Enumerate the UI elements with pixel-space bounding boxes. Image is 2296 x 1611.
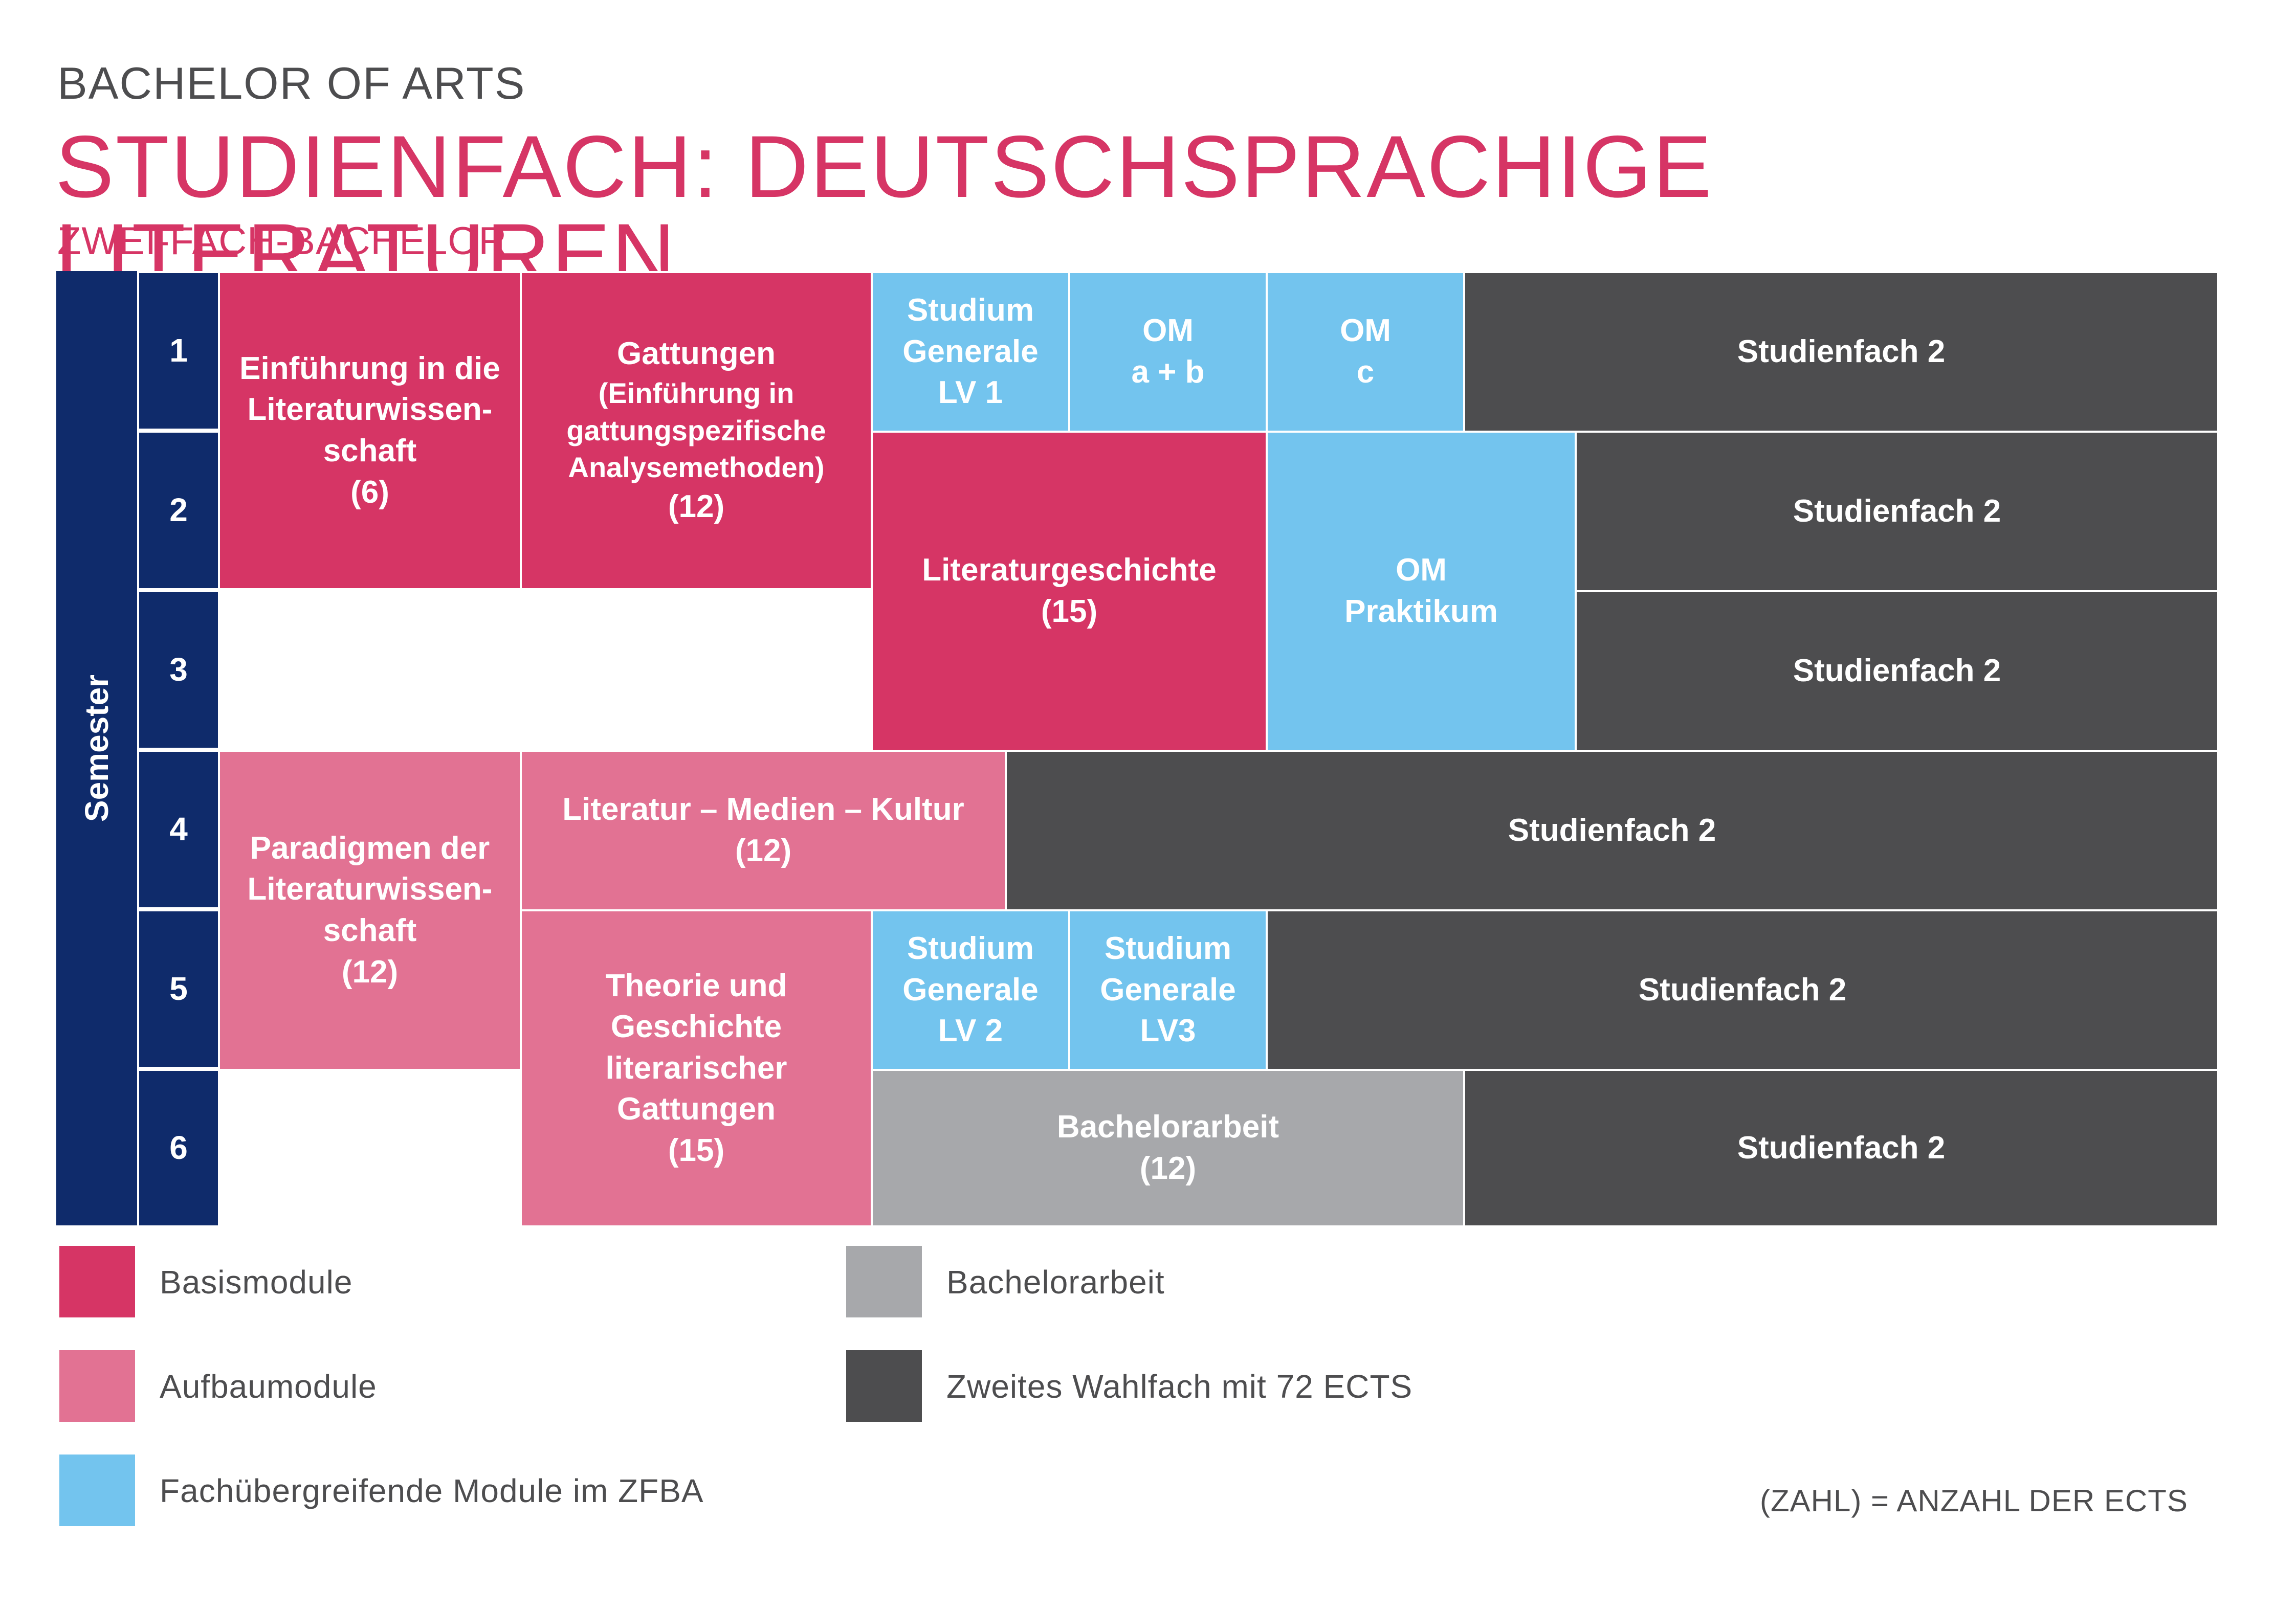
module-line: gattungspezifische [566, 414, 826, 446]
module-line: Studienfach 2 [1737, 333, 1946, 369]
legend-swatch-fach [59, 1455, 135, 1526]
module-line: literarischer [605, 1050, 787, 1086]
supertitle: BACHELOR OF ARTS [57, 58, 526, 108]
module-line: Literaturwissen- [247, 392, 493, 428]
module-line: OM [1340, 313, 1391, 349]
module-studienfach2-sem4: Studienfach 2 [1005, 750, 2219, 911]
module-line: Analysemethoden) [568, 451, 825, 484]
page-subtitle: ZWEI-FACH-BACHELOR [57, 219, 507, 263]
module-line: Studium [1105, 931, 1231, 967]
module-studienfach2-sem3: Studienfach 2 [1575, 590, 2219, 752]
module-line: LV3 [1140, 1013, 1196, 1049]
module-line: Literatur – Medien – Kultur [562, 792, 964, 827]
module-ects: (12) [735, 833, 792, 868]
module-line: Einführung in die [239, 350, 500, 386]
module-line: Literaturwissen- [247, 871, 493, 907]
legend-swatch-zweitfach [846, 1350, 922, 1422]
semester-2: 2 [137, 431, 220, 590]
module-line: schaft [323, 913, 417, 948]
module-line: Geschichte [610, 1009, 782, 1045]
module-line: Literaturgeschichte [922, 552, 1217, 588]
module-ects: (12) [668, 489, 725, 525]
module-studium-generale-lv1: Studium Generale LV 1 [871, 271, 1070, 433]
page-title: STUDIENFACH: DEUTSCHSPRACHIGE LITERATURE… [55, 118, 1713, 304]
module-line: Gattungen [617, 336, 776, 372]
module-studienfach2-sem1: Studienfach 2 [1463, 271, 2219, 433]
module-line: Generale [1100, 972, 1236, 1008]
module-line: schaft [323, 433, 417, 468]
module-literatur-medien-kultur: Literatur – Medien – Kultur (12) [520, 750, 1007, 911]
semester-1: 1 [137, 271, 220, 431]
module-line: Studium [907, 293, 1034, 328]
semester-3: 3 [137, 590, 220, 750]
semester-4: 4 [137, 750, 220, 909]
module-line: Theorie und [605, 968, 787, 1003]
semester-number: 4 [169, 811, 188, 848]
module-line: Studium [907, 931, 1034, 967]
semester-axis: Semester [56, 271, 137, 1225]
module-line: Studienfach 2 [1508, 812, 1716, 848]
module-line: LV 2 [938, 1013, 1003, 1049]
module-line: a + b [1131, 354, 1205, 390]
legend-swatch-bachelorarbeit [846, 1246, 922, 1317]
module-line: OM [1396, 552, 1447, 588]
module-ects: (12) [341, 954, 399, 990]
module-line: Bachelorarbeit [1056, 1109, 1279, 1145]
module-line: Gattungen [617, 1091, 776, 1127]
module-studium-generale-lv2: Studium Generale LV 2 [871, 909, 1070, 1071]
module-studienfach2-sem2: Studienfach 2 [1575, 431, 2219, 592]
semester-number: 1 [169, 332, 188, 369]
legend-label-basis: Basismodule [160, 1264, 353, 1301]
module-line: LV 1 [938, 375, 1003, 411]
module-paradigmen: Paradigmen der Literaturwissen- schaft (… [218, 750, 522, 1071]
semester-5: 5 [137, 909, 220, 1069]
semester-6: 6 [137, 1069, 220, 1227]
module-gattungen: Gattungen (Einführung in gattungspezifis… [520, 271, 873, 590]
legend-label-aufbau: Aufbaumodule [160, 1368, 377, 1405]
module-ects: (15) [668, 1132, 725, 1168]
semester-number: 6 [169, 1129, 188, 1167]
semester-number: 3 [169, 651, 188, 688]
legend-label-bachelorarbeit: Bachelorarbeit [946, 1264, 1165, 1301]
module-line: Studienfach 2 [1737, 1130, 1946, 1166]
module-line: OM [1142, 313, 1194, 349]
module-studienfach2-sem6: Studienfach 2 [1463, 1069, 2219, 1227]
module-om-c: OM c [1266, 271, 1465, 433]
module-studium-generale-lv3: Studium Generale LV3 [1068, 909, 1268, 1071]
legend-label-fach: Fachübergreifende Module im ZFBA [160, 1472, 704, 1509]
module-line: Praktikum [1344, 594, 1498, 629]
module-ects: (15) [1041, 594, 1098, 629]
legend-label-zweitfach: Zweites Wahlfach mit 72 ECTS [946, 1368, 1413, 1405]
module-ects: (12) [1139, 1151, 1197, 1186]
semester-number: 5 [169, 970, 188, 1008]
module-line: Studienfach 2 [1793, 653, 2001, 688]
module-line: Studienfach 2 [1638, 972, 1847, 1008]
module-line: Paradigmen der [250, 830, 490, 866]
module-line: c [1356, 354, 1375, 390]
module-ects: (6) [350, 474, 389, 510]
module-theorie-geschichte: Theorie und Geschichte literarischer Gat… [520, 909, 873, 1227]
module-einfuehrung: Einführung in die Literaturwissen- schaf… [218, 271, 522, 590]
module-line: Studienfach 2 [1793, 493, 2001, 529]
semester-label: Semester [78, 674, 115, 822]
module-om-praktikum: OM Praktikum [1266, 431, 1577, 752]
legend-swatch-aufbau [59, 1350, 135, 1422]
module-literaturgeschichte: Literaturgeschichte (15) [871, 431, 1268, 752]
semester-number: 2 [169, 491, 188, 529]
module-line: Generale [902, 333, 1039, 369]
module-line: (Einführung in [598, 376, 794, 409]
module-line: Generale [902, 972, 1039, 1008]
ects-footnote: (ZAHL) = ANZAHL DER ECTS [1760, 1484, 2188, 1518]
module-studienfach2-sem5: Studienfach 2 [1266, 909, 2219, 1071]
module-om-ab: OM a + b [1068, 271, 1268, 433]
module-bachelorarbeit: Bachelorarbeit (12) [871, 1069, 1465, 1227]
legend-swatch-basis [59, 1246, 135, 1317]
